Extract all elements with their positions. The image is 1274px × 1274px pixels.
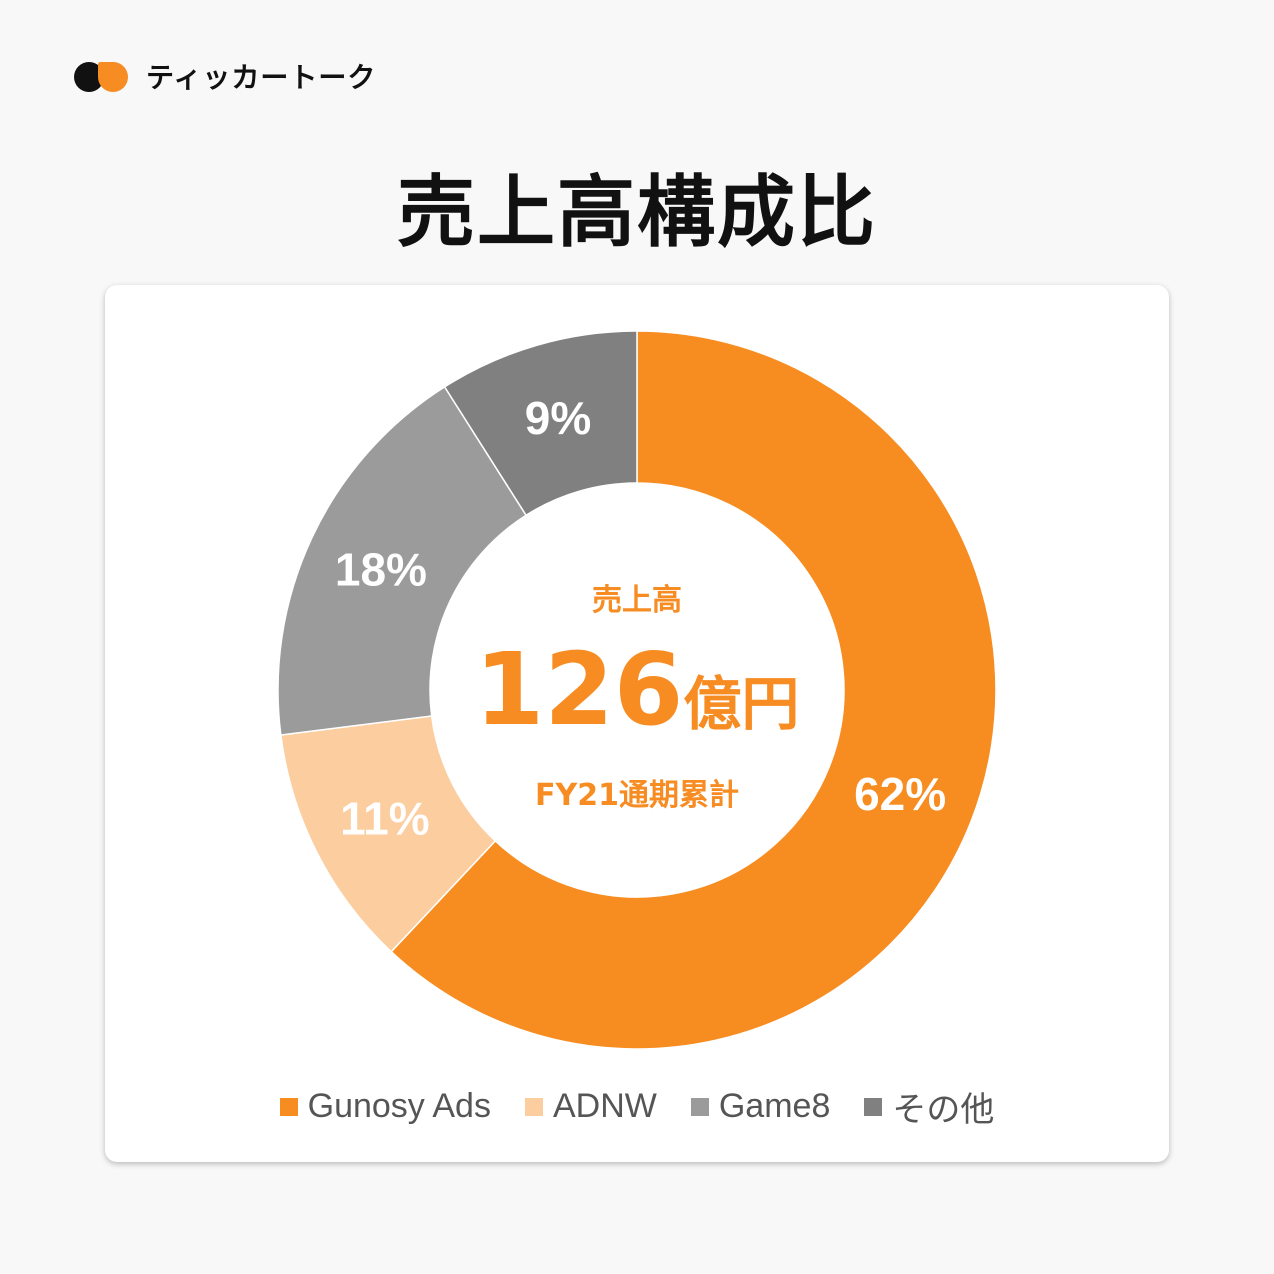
center-value: 126億円 [475,631,800,748]
center-period: FY21通期累計 [535,778,739,813]
slice-label: 62% [854,768,946,820]
donut-slice-game8 [277,385,528,736]
legend-item: Gunosy Ads [279,1087,491,1126]
legend-label: Game8 [718,1087,831,1125]
slice-label: 18% [335,544,427,596]
legend-item: ADNW [524,1087,657,1126]
legend-label: その他 [892,1091,995,1129]
legend-label: ADNW [552,1087,657,1125]
center-amount: 126 [475,631,684,748]
legend-swatch [524,1097,543,1116]
brand-logo: ティッカートーク [74,58,376,94]
legend-item: その他 [864,1082,994,1131]
slice-label: 11% [340,792,430,844]
center-label: 売上高 [592,583,682,618]
center-unit: 億円 [683,670,799,738]
page-title: 売上高構成比 [396,168,877,258]
donut-slice-gunosy-ads [390,330,997,1050]
legend-swatch [690,1097,709,1116]
legend-swatch [279,1097,298,1116]
chart-legend: Gunosy Ads ADNW Game8 その他 [0,1082,1274,1131]
brand-logo-icon [74,58,136,94]
slice-label: 9% [525,392,591,444]
brand-name: ティッカートーク [146,61,377,94]
donut-slice-その他 [443,330,638,517]
legend-item: Game8 [690,1087,831,1126]
legend-swatch [864,1097,883,1116]
legend-label: Gunosy Ads [307,1087,491,1125]
